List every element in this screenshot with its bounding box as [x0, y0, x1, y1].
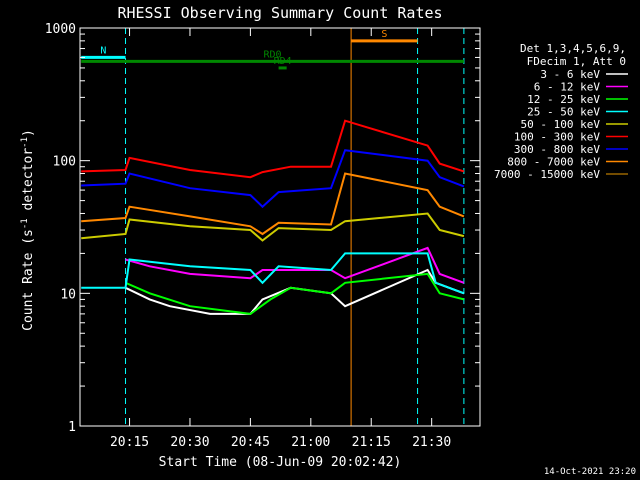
annotation-label-0: N [100, 45, 106, 56]
legend-header-0: Det 1,3,4,5,6,9, [520, 42, 626, 55]
chart-title: RHESSI Observing Summary Count Rates [117, 4, 442, 22]
series-line-1 [125, 246, 465, 284]
legend-entry-2: 12 - 25 keV [527, 93, 600, 106]
x-tick-label-0: 20:15 [110, 435, 149, 450]
legend-entry-6: 300 - 800 keV [514, 143, 600, 156]
series-line-0 [125, 268, 465, 315]
legend-entry-1: 6 - 12 keV [534, 81, 601, 94]
y-axis-label: Count Rate (s-1 detector-1) [20, 129, 36, 331]
y-tick-label-2: 100 [53, 155, 76, 170]
legend-header-1: FDecim 1, Att 0 [527, 55, 626, 68]
x-tick-label-1: 20:30 [170, 435, 209, 450]
x-tick-label-5: 21:30 [412, 435, 451, 450]
legend-entry-5: 100 - 300 keV [514, 131, 600, 144]
x-tick-label-2: 20:45 [231, 435, 270, 450]
y-tick-label-3: 1000 [45, 22, 76, 37]
series-line-2 [125, 272, 465, 315]
annotation-label-3: RD4 [274, 56, 292, 67]
y-tick-label-1: 10 [60, 287, 76, 302]
x-axis-label: Start Time (08-Jun-09 20:02:42) [159, 455, 402, 470]
series-line-6 [81, 149, 465, 209]
annotation-label-2: RD0 [264, 49, 282, 60]
legend-entry-4: 50 - 100 keV [521, 118, 601, 131]
series-line-7 [81, 172, 465, 236]
x-tick-label-4: 21:15 [352, 435, 391, 450]
footer-timestamp: 14-Oct-2021 23:20 [544, 467, 636, 477]
series-line-4 [81, 212, 465, 242]
annotation-label-1: S [381, 29, 387, 40]
plot-frame [79, 27, 481, 427]
legend-entry-0: 3 - 6 keV [540, 68, 600, 81]
legend-entry-8: 7000 - 15000 keV [494, 168, 600, 181]
series-line-3 [81, 252, 465, 295]
legend-entry-7: 800 - 7000 keV [507, 156, 600, 169]
series-line-5 [81, 119, 465, 179]
y-tick-label-0: 1 [68, 420, 76, 435]
legend-entry-3: 25 - 50 keV [527, 106, 600, 119]
x-tick-label-3: 21:00 [291, 435, 330, 450]
